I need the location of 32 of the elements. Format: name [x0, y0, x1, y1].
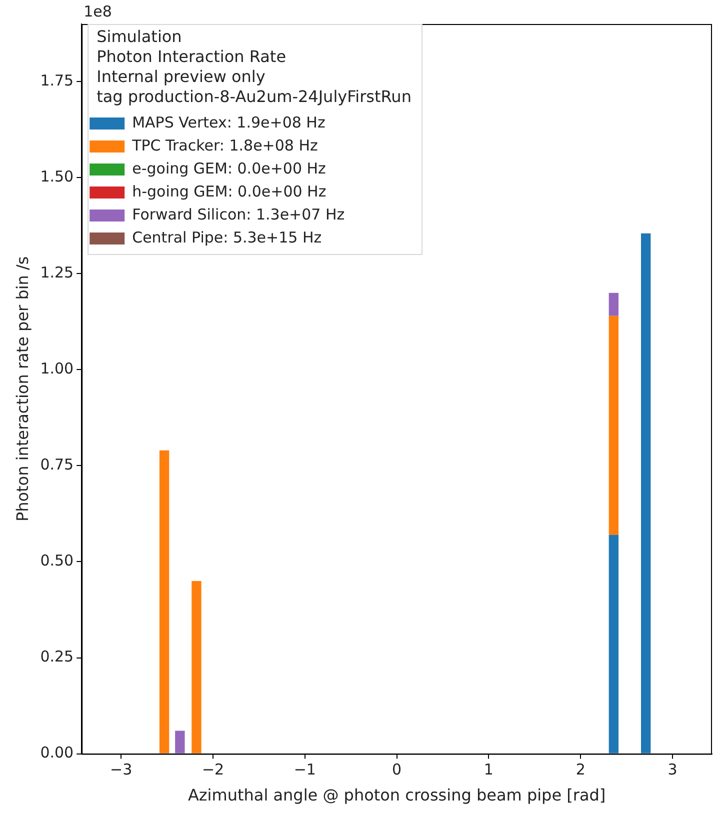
legend-label: Central Pipe: 5.3e+15 Hz [132, 228, 322, 246]
text: 1e8 [84, 2, 112, 20]
x-tick-label: −2 [202, 760, 224, 779]
y-tick-label: 1.00 [40, 360, 74, 378]
y-tick-label: 0.00 [40, 744, 74, 762]
bar [608, 316, 619, 535]
x-tick-label: 1 [484, 760, 494, 779]
legend-label: MAPS Vertex: 1.9e+08 Hz [132, 113, 326, 132]
legend-label: e-going GEM: 0.0e+00 Hz [132, 159, 326, 178]
y-tick-label: 1.50 [40, 168, 74, 186]
y-tick-label: 0.75 [40, 456, 74, 474]
bar [608, 292, 619, 316]
x-tick-label: 2 [576, 760, 586, 779]
bar [175, 730, 185, 754]
x-tick-label: 3 [668, 760, 678, 779]
bar [159, 450, 170, 754]
y-tick-label: 0.50 [40, 552, 74, 570]
bar [192, 580, 202, 754]
legend-label: h-going GEM: 0.0e+00 Hz [132, 182, 326, 200]
legend-title: Simulation Photon Interaction Rate Internal preview only tag production-8-Au2um-24JulyFirstRun [96, 27, 412, 106]
x-tick-label: −3 [110, 760, 132, 779]
x-tick-label: −1 [294, 760, 316, 779]
bar [640, 233, 651, 754]
y-tick-label: 1.25 [40, 264, 74, 282]
legend-label: TPC Tracker: 1.8e+08 Hz [131, 136, 318, 154]
x-axis-title: Azimuthal angle @ photon crossing beam pipe [rad] [188, 786, 606, 805]
legend-label: Forward Silicon: 1.3e+07 Hz [132, 205, 345, 224]
y-axis-title: Photon interaction rate per bin /s [12, 256, 32, 522]
bar [608, 534, 619, 754]
x-tick-label: 0 [392, 760, 402, 779]
y-tick-label: 1.75 [40, 72, 74, 90]
y-tick-label: 0.25 [40, 648, 74, 666]
